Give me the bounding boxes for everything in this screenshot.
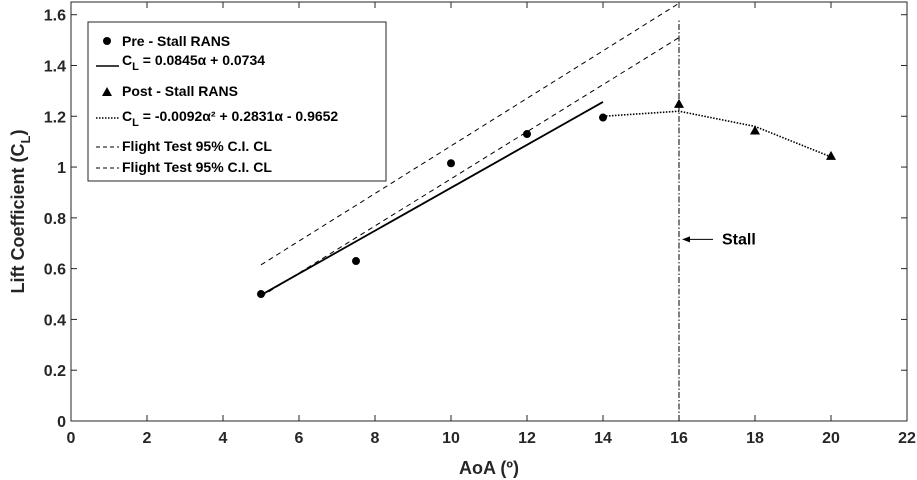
x-tick-label: 14: [594, 430, 612, 447]
y-tick-label: 0.8: [44, 211, 66, 228]
y-tick-label: 0: [57, 414, 66, 431]
x-tick-label: 8: [371, 430, 380, 447]
x-axis-label: AoA (º): [459, 458, 519, 478]
legend: Pre - Stall RANS CL = 0.0845α + 0.0734 P…: [88, 22, 386, 181]
x-tick-label: 20: [822, 430, 840, 447]
stall-label: Stall: [722, 231, 756, 248]
data-point-pre-stall: [599, 114, 607, 122]
y-tick-label: 1: [57, 160, 66, 177]
legend-marker-pre-stall: [103, 37, 111, 45]
legend-quadratic-fit-prefix: C: [122, 108, 132, 124]
y-axis-label-sub: L: [18, 135, 33, 143]
legend-quadratic-fit-suffix: = -0.0092α² + 0.2831α - 0.9652: [139, 108, 339, 124]
y-tick-label: 0.2: [44, 363, 66, 380]
legend-linear-fit-prefix: C: [122, 52, 132, 68]
legend-linear-fit-suffix: = 0.0845α + 0.0734: [139, 52, 265, 68]
x-tick-label: 0: [67, 430, 76, 447]
data-point-pre-stall: [447, 159, 455, 167]
x-tick-label: 22: [898, 430, 916, 447]
y-axis-label-main: Lift Coefficient (C: [8, 143, 28, 293]
x-tick-label: 10: [442, 430, 460, 447]
x-tick-label: 2: [143, 430, 152, 447]
data-point-pre-stall: [257, 290, 265, 298]
x-tick-label: 4: [219, 430, 228, 447]
legend-label-ci-lower: Flight Test 95% C.I. CL: [122, 159, 272, 175]
data-point-pre-stall: [523, 130, 531, 138]
x-tick-label: 18: [746, 430, 764, 447]
y-tick-label: 1.6: [44, 8, 66, 25]
y-tick-label: 1.4: [44, 58, 66, 75]
x-tick-label: 6: [295, 430, 304, 447]
y-tick-label: 1.2: [44, 109, 66, 126]
y-tick-label: 0.4: [44, 312, 66, 329]
legend-label-pre-stall: Pre - Stall RANS: [122, 33, 230, 49]
y-axis-label-end: ): [8, 130, 28, 136]
legend-label-ci-upper: Flight Test 95% C.I. CL: [122, 138, 272, 154]
y-axis-label: Lift Coefficient (CL): [8, 130, 33, 294]
y-tick-label: 0.6: [44, 262, 66, 279]
x-tick-label: 12: [518, 430, 536, 447]
x-tick-label: 16: [670, 430, 688, 447]
data-point-pre-stall: [352, 257, 360, 265]
legend-label-post-stall: Post - Stall RANS: [122, 83, 238, 99]
